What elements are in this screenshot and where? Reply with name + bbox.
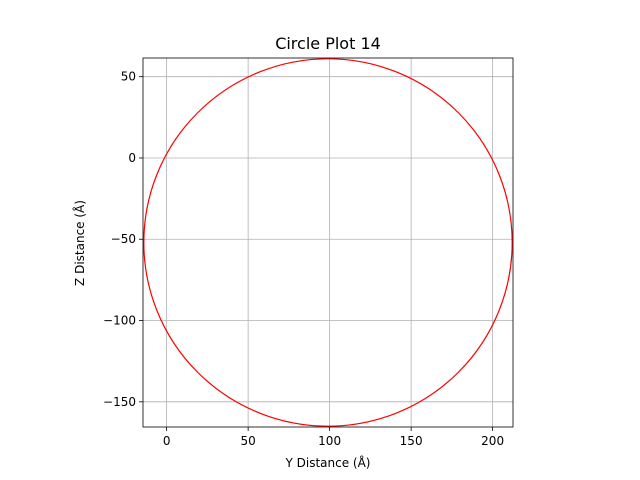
x-tick-label: 0: [163, 434, 171, 448]
chart-title: Circle Plot 14: [275, 34, 381, 53]
ticks: 0 50 100 150 200 50 0 −50 −100 −150: [103, 70, 504, 448]
y-tick-label: 50: [121, 70, 136, 84]
grid-lines: [143, 58, 513, 427]
x-axis-label: Y Distance (Å): [284, 455, 370, 470]
x-tick-label: 200: [481, 434, 504, 448]
circle-series-line: [143, 58, 513, 427]
x-tick-label: 150: [400, 434, 423, 448]
plot-frame: [142, 57, 514, 428]
y-tick-label: 0: [128, 151, 136, 165]
y-tick-label: −150: [103, 395, 136, 409]
x-tick-label: 50: [240, 434, 255, 448]
y-axis-label: Z Distance (Å): [72, 200, 87, 286]
data-layer: [143, 58, 513, 427]
x-tick-label: 100: [318, 434, 341, 448]
y-tick-label: −100: [103, 314, 136, 328]
y-tick-label: −50: [111, 232, 136, 246]
